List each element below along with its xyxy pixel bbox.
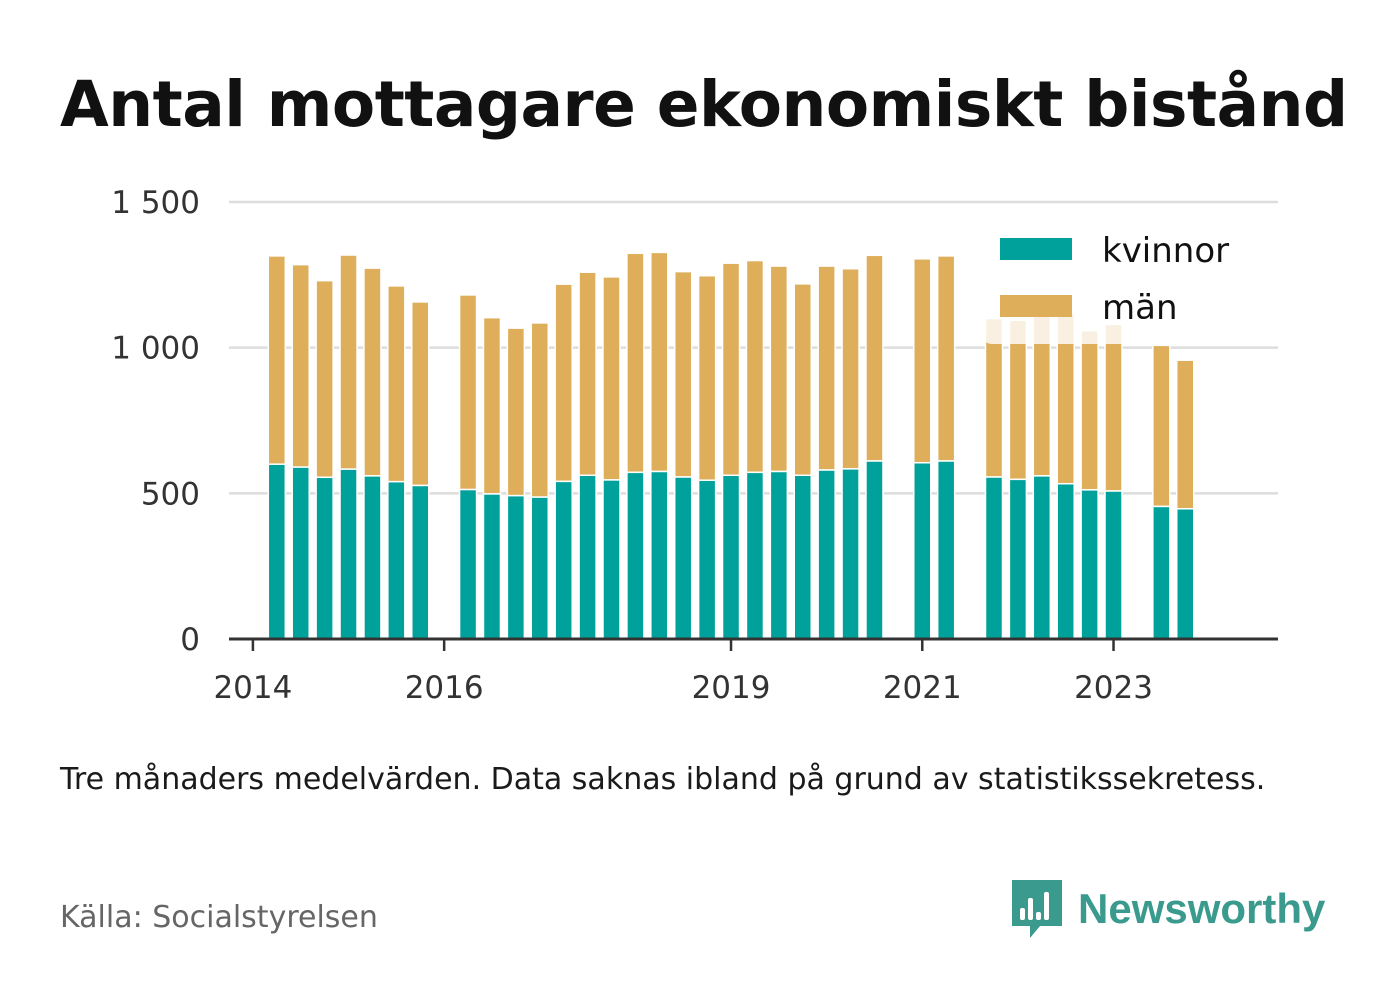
bar-man [913, 258, 932, 464]
bar-man [865, 254, 884, 462]
bar-kvinnor [1080, 489, 1099, 640]
bar-man [1152, 344, 1171, 508]
bar-kvinnor [721, 474, 741, 640]
legend-swatch [1000, 295, 1072, 317]
bar-kvinnor [530, 496, 550, 640]
bar-kvinnor [458, 488, 478, 640]
bar-kvinnor [602, 479, 621, 640]
bar-kvinnor [936, 460, 956, 640]
y-tick-label: 0 [180, 622, 200, 658]
bar-kvinnor [1008, 478, 1028, 640]
bar-man [530, 322, 550, 498]
bar-kvinnor [697, 479, 717, 640]
x-axis-ticks: 2014 2016 2019 2021 2023 [213, 639, 1153, 706]
bar-man [841, 267, 860, 470]
bar-kvinnor [793, 474, 812, 640]
bar-man [721, 262, 741, 477]
bar-man [458, 294, 478, 491]
bar-kvinnor [578, 474, 597, 640]
bar-kvinnor [339, 468, 358, 640]
bar-kvinnor [913, 461, 932, 640]
y-tick-label: 500 [141, 476, 200, 512]
bar-man [291, 263, 310, 468]
bar-man [554, 283, 573, 483]
bar-kvinnor [650, 470, 669, 640]
bar-kvinnor [363, 475, 382, 640]
bar-kvinnor [410, 484, 430, 640]
bar-man [817, 265, 836, 471]
bar-man [1008, 319, 1028, 481]
bar-man [315, 279, 334, 479]
bar-kvinnor [745, 471, 765, 640]
bar-man [363, 267, 382, 477]
bar-kvinnor [817, 469, 836, 640]
bar-man [506, 327, 526, 497]
bar-man [626, 252, 645, 474]
brand-logo: Newsworthy [1010, 878, 1325, 940]
bar-man [936, 255, 956, 462]
bar-man [673, 270, 693, 478]
bar-man [578, 271, 597, 477]
bar-kvinnor [1032, 475, 1052, 640]
legend: kvinnor män [982, 222, 1254, 344]
bar-man [745, 259, 765, 474]
bar-kvinnor [482, 493, 502, 640]
y-tick-label: 1 500 [111, 185, 200, 221]
legend-label: män [1102, 288, 1178, 328]
bar-man [697, 274, 717, 481]
bar-man [1104, 323, 1123, 492]
bar-man [602, 276, 621, 481]
bar-kvinnor [673, 476, 693, 640]
chart-note: Tre månaders medelvärden. Data saknas ib… [60, 762, 1266, 797]
bar-man [387, 285, 406, 483]
bar-man [769, 265, 789, 473]
source-label: Källa: Socialstyrelsen [60, 900, 378, 935]
x-tick-label: 2021 [883, 670, 962, 706]
bar-kvinnor [315, 476, 334, 640]
y-tick-label: 1 000 [111, 331, 200, 367]
y-axis-tick-labels: 0 500 1 000 1 500 [111, 185, 200, 658]
bar-kvinnor [1152, 505, 1171, 640]
bar-kvinnor [506, 494, 526, 640]
bar-kvinnor [291, 466, 310, 640]
legend-swatch [1000, 238, 1072, 260]
bar-kvinnor [626, 471, 645, 640]
bar-kvinnor [841, 468, 860, 640]
bar-man [793, 283, 812, 477]
bar-man [410, 301, 430, 487]
bar-kvinnor [865, 460, 884, 640]
chart-title: Antal mottagare ekonomiskt bistånd [60, 68, 1348, 141]
stacked-bar-chart: 0 500 1 000 1 500 2014 2016 2019 2021 2023 kvin… [111, 185, 1278, 706]
bar-man [1175, 359, 1195, 510]
bar-man [267, 255, 287, 465]
bar-kvinnor [984, 476, 1004, 640]
bar-kvinnor [387, 480, 406, 640]
x-tick-label: 2023 [1074, 670, 1153, 706]
bar-man [650, 251, 669, 473]
newsworthy-logo-icon [1012, 880, 1062, 938]
brand-name: Newsworthy [1078, 885, 1326, 932]
bar-kvinnor [769, 470, 789, 640]
bar-kvinnor [554, 480, 573, 640]
x-tick-label: 2019 [692, 670, 771, 706]
bar-man [339, 254, 358, 470]
x-tick-label: 2016 [405, 670, 484, 706]
bar-man [482, 316, 502, 495]
bar-kvinnor [1175, 508, 1195, 640]
bar-kvinnor [1056, 482, 1075, 640]
bar-man [1080, 330, 1099, 491]
bar-kvinnor [267, 463, 287, 640]
legend-label: kvinnor [1102, 231, 1229, 271]
x-tick-label: 2014 [213, 670, 292, 706]
bar-kvinnor [1104, 490, 1123, 640]
